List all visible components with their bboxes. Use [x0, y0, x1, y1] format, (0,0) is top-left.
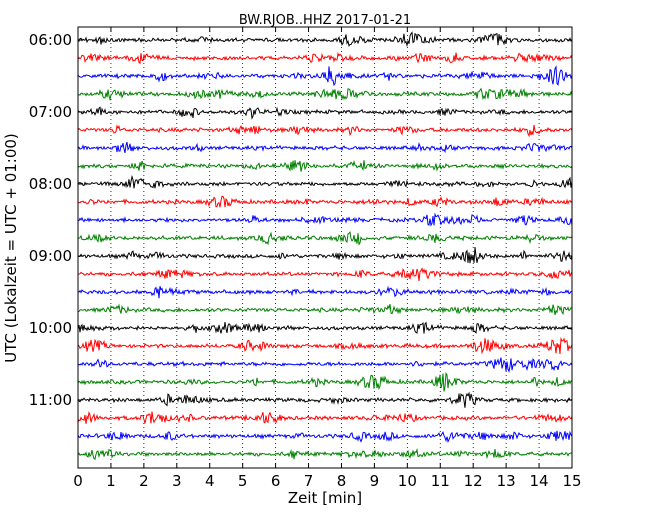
x-tick-label: 14 — [530, 472, 549, 490]
x-axis-ticks: 0 1 2 3 4 5 6 7 8 9 10 11 12 13 14 15 — [73, 27, 582, 490]
y-axis-ticks: 06:00 07:00 08:00 09:00 10:00 11:00 — [29, 31, 572, 409]
trace-0945 — [77, 303, 573, 316]
x-tick-label: 0 — [73, 472, 83, 490]
seismic-traces — [77, 31, 573, 461]
trace-0630 — [77, 65, 573, 87]
trace-1100 — [77, 391, 573, 408]
trace-0800 — [77, 174, 573, 189]
x-tick-label: 11 — [431, 472, 450, 490]
trace-0830 — [77, 212, 573, 227]
trace-0845 — [77, 231, 573, 246]
x-tick-label: 5 — [238, 472, 248, 490]
trace-1130 — [77, 430, 573, 443]
x-tick-label: 12 — [464, 472, 483, 490]
trace-1145 — [77, 447, 573, 461]
trace-0745 — [77, 159, 573, 172]
x-tick-label: 6 — [271, 472, 281, 490]
trace-0815 — [77, 195, 573, 208]
y-tick-label: 10:00 — [29, 319, 72, 337]
trace-1015 — [77, 336, 573, 355]
y-axis-label: UTC (Lokalzeit = UTC + 01:00) — [2, 133, 20, 363]
x-tick-label: 13 — [497, 472, 516, 490]
trace-0730 — [77, 141, 573, 154]
x-tick-label: 9 — [370, 472, 380, 490]
trace-1030 — [77, 357, 573, 373]
trace-1000 — [77, 321, 573, 334]
trace-1115 — [77, 411, 573, 424]
chart-title: BW.RJOB..HHZ 2017-01-21 — [239, 13, 411, 28]
y-tick-label: 09:00 — [29, 247, 72, 265]
trace-0715 — [77, 124, 573, 138]
x-tick-label: 15 — [562, 472, 581, 490]
trace-0915 — [77, 267, 573, 281]
grid-lines — [110, 27, 540, 468]
x-tick-label: 3 — [172, 472, 182, 490]
y-tick-label: 08:00 — [29, 175, 72, 193]
trace-0900 — [77, 246, 573, 264]
plot-frame — [77, 26, 573, 469]
trace-0700 — [77, 106, 573, 120]
x-tick-label: 1 — [106, 472, 116, 490]
y-tick-label: 11:00 — [29, 391, 72, 409]
trace-0615 — [77, 52, 573, 65]
trace-1045 — [77, 371, 573, 392]
x-tick-label: 8 — [337, 472, 347, 490]
x-tick-label: 4 — [205, 472, 215, 490]
trace-0930 — [77, 285, 573, 299]
x-axis-label: Zeit [min] — [288, 489, 362, 507]
x-tick-label: 7 — [304, 472, 314, 490]
x-tick-label: 2 — [139, 472, 149, 490]
trace-0645 — [77, 87, 573, 102]
y-tick-label: 06:00 — [29, 31, 72, 49]
y-tick-label: 07:00 — [29, 103, 72, 121]
x-tick-label: 10 — [398, 472, 417, 490]
trace-0600 — [77, 31, 573, 48]
